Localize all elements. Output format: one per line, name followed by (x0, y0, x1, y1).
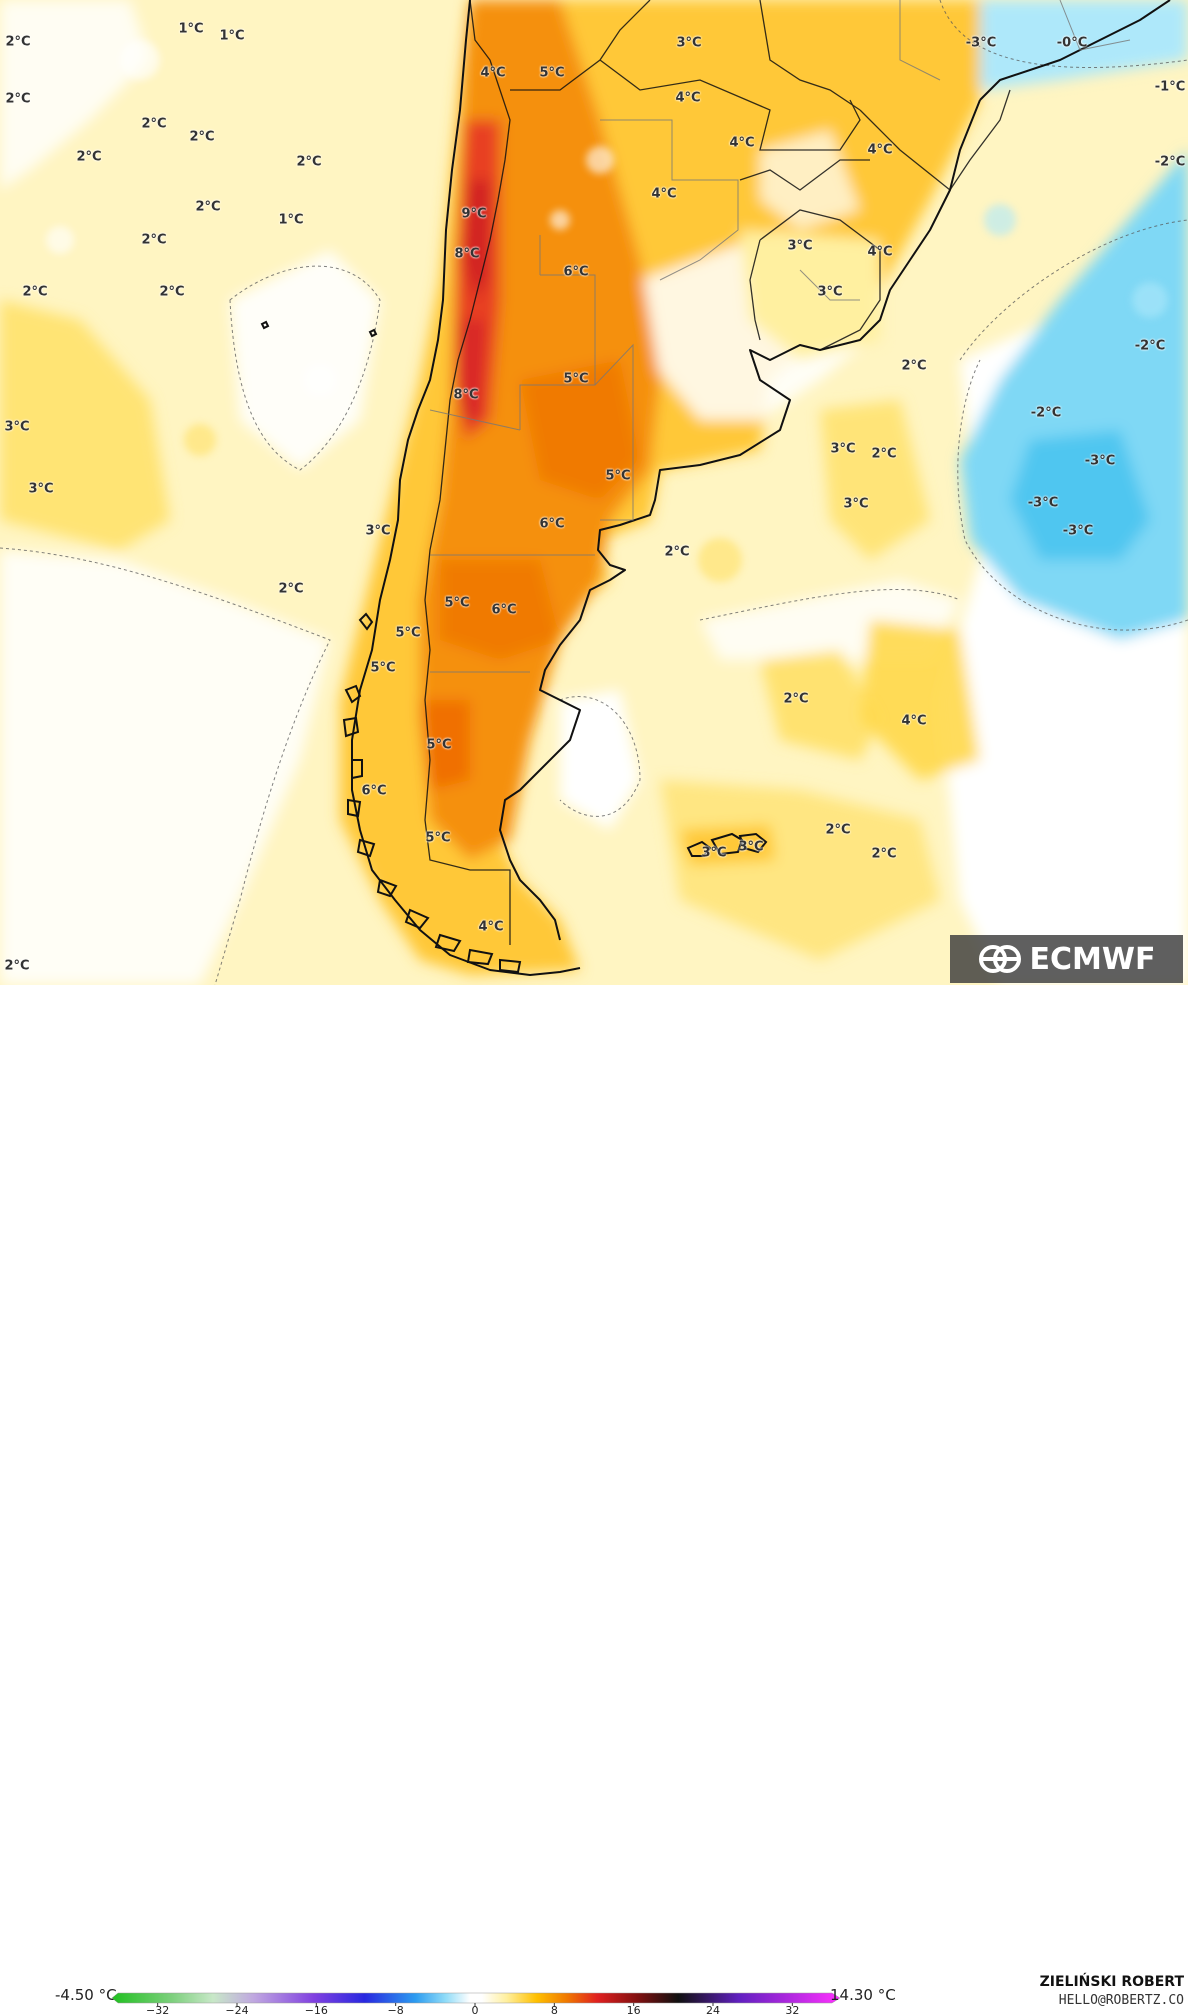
temperature-label: 3°C (365, 523, 391, 539)
colorbar-tick-label: 8 (551, 2004, 558, 2015)
temperature-label: 4°C (867, 142, 893, 158)
colorbar-ticks: −32 −24 −16 −8 0 8 16 24 32 (146, 2003, 799, 2015)
temperature-label: 3°C (701, 845, 727, 861)
temperature-label: 4°C (478, 919, 504, 935)
colorbar-min-label: -4.50 °C (55, 1986, 117, 2004)
ecmwf-logo: ECMWF (950, 935, 1183, 983)
temperature-label: 5°C (425, 830, 451, 846)
colorbar-footer: -4.50 °C −32 −24 −16 −8 0 8 16 24 32 14.30 °C ZI… (0, 985, 1188, 2015)
temperature-label: 3°C (738, 839, 764, 855)
temperature-label: 5°C (563, 371, 589, 387)
temperature-label: 2°C (278, 581, 304, 597)
author-email[interactable]: HELLO@ROBERTZ.CO (1058, 1993, 1184, 2008)
temperature-label: -2°C (1154, 154, 1186, 170)
temperature-label: -3°C (965, 35, 997, 51)
temperature-label: 4°C (729, 135, 755, 151)
temperature-label: 5°C (395, 625, 421, 641)
temperature-label: 1°C (278, 212, 304, 228)
temperature-label: 5°C (605, 468, 631, 484)
temperature-label: 1°C (219, 28, 245, 44)
temperature-label: 2°C (5, 34, 31, 50)
colorbar-tick-label: 24 (706, 2004, 720, 2015)
temperature-label: 9°C (461, 206, 487, 222)
islands (260, 320, 768, 974)
temperature-label: 4°C (867, 244, 893, 260)
temperature-label: 2°C (141, 232, 167, 248)
temperature-label: 6°C (361, 783, 387, 799)
temperature-label: 3°C (843, 496, 869, 512)
ecmwf-swirl-icon (978, 945, 1021, 973)
colorbar-tick-label: −16 (305, 2004, 328, 2015)
temperature-label: -2°C (1134, 338, 1166, 354)
colorbar: −32 −24 −16 −8 0 8 16 24 32 (112, 1992, 841, 2015)
temperature-label: 4°C (480, 65, 506, 81)
temperature-label: 2°C (871, 446, 897, 462)
colorbar-tick-label: 32 (785, 2004, 799, 2015)
colorbar-tick-label: −32 (146, 2004, 169, 2015)
zero-contours (0, 0, 1188, 985)
temperature-label: -3°C (1062, 523, 1094, 539)
colorbar-tick-label: 0 (472, 2004, 479, 2015)
temperature-label: -3°C (1084, 453, 1116, 469)
colorbar-gradient (112, 1992, 841, 2004)
map-canvas (0, 0, 1188, 985)
temperature-label: 6°C (539, 516, 565, 532)
temperature-label: 2°C (189, 129, 215, 145)
colorbar-max-label: 14.30 °C (830, 1986, 896, 2004)
temperature-label: 5°C (370, 660, 396, 676)
logo-text: ECMWF (1029, 941, 1156, 977)
temperature-label: 2°C (195, 199, 221, 215)
temperature-label: 4°C (901, 713, 927, 729)
temperature-label: 6°C (563, 264, 589, 280)
temperature-label: -0°C (1056, 35, 1088, 51)
temperature-label: 2°C (76, 149, 102, 165)
temperature-label: 2°C (871, 846, 897, 862)
temperature-label: 3°C (4, 419, 30, 435)
temperature-label: 2°C (4, 958, 30, 974)
temperature-label: 2°C (783, 691, 809, 707)
temperature-label: -2°C (1030, 405, 1062, 421)
temperature-label: 8°C (453, 387, 479, 403)
temperature-label: -1°C (1154, 79, 1186, 95)
temperature-label: 4°C (651, 186, 677, 202)
temperature-label: 2°C (5, 91, 31, 107)
temperature-label: 4°C (675, 90, 701, 106)
temperature-label: 2°C (901, 358, 927, 374)
temperature-label: 2°C (141, 116, 167, 132)
temperature-label: 2°C (159, 284, 185, 300)
temperature-label: 5°C (426, 737, 452, 753)
temperature-label: 1°C (178, 21, 204, 37)
temperature-label: 3°C (830, 441, 856, 457)
temperature-label: 5°C (444, 595, 470, 611)
temperature-label: 5°C (539, 65, 565, 81)
temperature-anomaly-map: 2°C 1°C 1°C 2°C 2°C 2°C 2°C 2°C 2°C 1°C 2°C 2°C 2°C 3… (0, 0, 1188, 985)
colorbar-tick-label: −8 (388, 2004, 404, 2015)
temperature-label: 3°C (787, 238, 813, 254)
temperature-label: 2°C (22, 284, 48, 300)
political-borders (424, 0, 1011, 945)
anomaly-speckle (46, 40, 1168, 582)
temperature-label: 6°C (491, 602, 517, 618)
temperature-label: 3°C (817, 284, 843, 300)
author-name: ZIELIŃSKI ROBERT (1039, 1974, 1184, 1990)
colorbar-tick-label: 16 (627, 2004, 641, 2015)
temperature-label: 3°C (676, 35, 702, 51)
temperature-label: 2°C (296, 154, 322, 170)
temperature-label: 2°C (825, 822, 851, 838)
temperature-label: 3°C (28, 481, 54, 497)
colorbar-tick-label: −24 (225, 2004, 248, 2015)
temperature-label: -3°C (1027, 495, 1059, 511)
anomaly-field (0, 0, 1188, 985)
temperature-label: 2°C (664, 544, 690, 560)
temperature-label: 8°C (454, 246, 480, 262)
province-borders (429, 0, 1131, 673)
